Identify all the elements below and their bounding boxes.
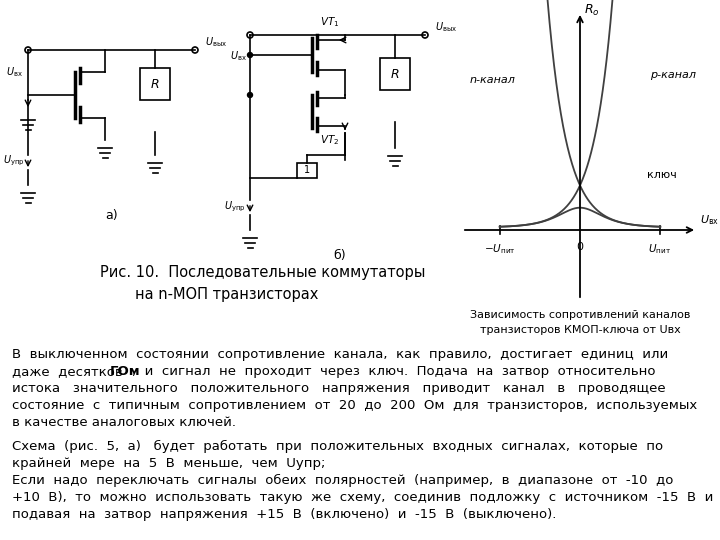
- Text: транзисторов КМОП-ключа от Uвх: транзисторов КМОП-ключа от Uвх: [480, 325, 680, 335]
- Text: $U_{\rm упр}$: $U_{\rm упр}$: [224, 200, 246, 214]
- Text: $R$: $R$: [390, 68, 400, 80]
- Text: $U_{\rm вх}$: $U_{\rm вх}$: [6, 65, 22, 79]
- Text: подавая  на  затвор  напряжения  +15  В  (включено)  и  -15  В  (выключено).: подавая на затвор напряжения +15 В (вклю…: [12, 508, 557, 521]
- Text: Зависимость сопротивлений каналов: Зависимость сопротивлений каналов: [470, 310, 690, 320]
- Text: крайней  мере  на  5  В  меньше,  чем  Uупр;: крайней мере на 5 В меньше, чем Uупр;: [12, 457, 325, 470]
- Text: ключ: ключ: [647, 170, 677, 180]
- Bar: [380, 58, 410, 90]
- Text: даже  десятков: даже десятков: [12, 365, 131, 378]
- Text: $-U_{\rm пит}$: $-U_{\rm пит}$: [484, 242, 516, 256]
- Circle shape: [248, 52, 253, 57]
- Text: Схема  (рис.  5,  а)   будет  работать  при  положительных  входных  сигналах,  : Схема (рис. 5, а) будет работать при пол…: [12, 440, 663, 453]
- Bar: [297, 163, 317, 178]
- Text: $U_{\rm вх}$: $U_{\rm вх}$: [230, 49, 246, 63]
- Text: $U_{\rm вх}$: $U_{\rm вх}$: [700, 213, 719, 227]
- Text: а): а): [106, 208, 118, 221]
- Text: $U_{\rm вых}$: $U_{\rm вых}$: [435, 20, 457, 34]
- Text: в качестве аналоговых ключей.: в качестве аналоговых ключей.: [12, 416, 236, 429]
- Text: ,  и  сигнал  не  проходит  через  ключ.  Подача  на  затвор  относительно: , и сигнал не проходит через ключ. Подач…: [132, 365, 655, 378]
- Text: +10  В),  то  можно  использовать  такую  же  схему,  соединив  подложку  с  ист: +10 В), то можно использовать такую же с…: [12, 491, 714, 504]
- Text: истока   значительного   положительного   напряжения   приводит   канал   в   пр: истока значительного положительного напр…: [12, 382, 665, 395]
- Text: на n-МОП транзисторах: на n-МОП транзисторах: [135, 287, 318, 301]
- Text: $U_{\rm пит}$: $U_{\rm пит}$: [649, 242, 672, 256]
- Bar: [140, 68, 170, 100]
- Text: $R$: $R$: [150, 78, 160, 91]
- Text: В  выключенном  состоянии  сопротивление  канала,  как  правило,  достигает  еди: В выключенном состоянии сопротивление ка…: [12, 348, 668, 361]
- Text: Рис. 10.  Последовательные коммутаторы: Рис. 10. Последовательные коммутаторы: [100, 265, 426, 280]
- Text: ГОм: ГОм: [110, 365, 140, 378]
- Circle shape: [248, 92, 253, 98]
- Text: $VT_2$: $VT_2$: [320, 133, 339, 147]
- Text: Если  надо  переключать  сигналы  обеих  полярностей  (например,  в  диапазоне  : Если надо переключать сигналы обеих поля…: [12, 474, 673, 487]
- Text: $R_o$: $R_o$: [584, 3, 600, 17]
- Text: состояние  с  типичным  сопротивлением  от  20  до  200  Ом  для  транзисторов, : состояние с типичным сопротивлением от 2…: [12, 399, 697, 412]
- Text: p-канал: p-канал: [650, 70, 696, 80]
- Text: 0: 0: [577, 242, 583, 252]
- Text: б): б): [333, 248, 346, 261]
- Text: $U_{\rm вых}$: $U_{\rm вых}$: [205, 35, 228, 49]
- Text: n-канал: n-канал: [470, 75, 516, 85]
- Text: $VT_1$: $VT_1$: [320, 15, 339, 29]
- Text: $U_{\rm упр}$: $U_{\rm упр}$: [3, 154, 24, 168]
- Text: 1: 1: [304, 165, 310, 175]
